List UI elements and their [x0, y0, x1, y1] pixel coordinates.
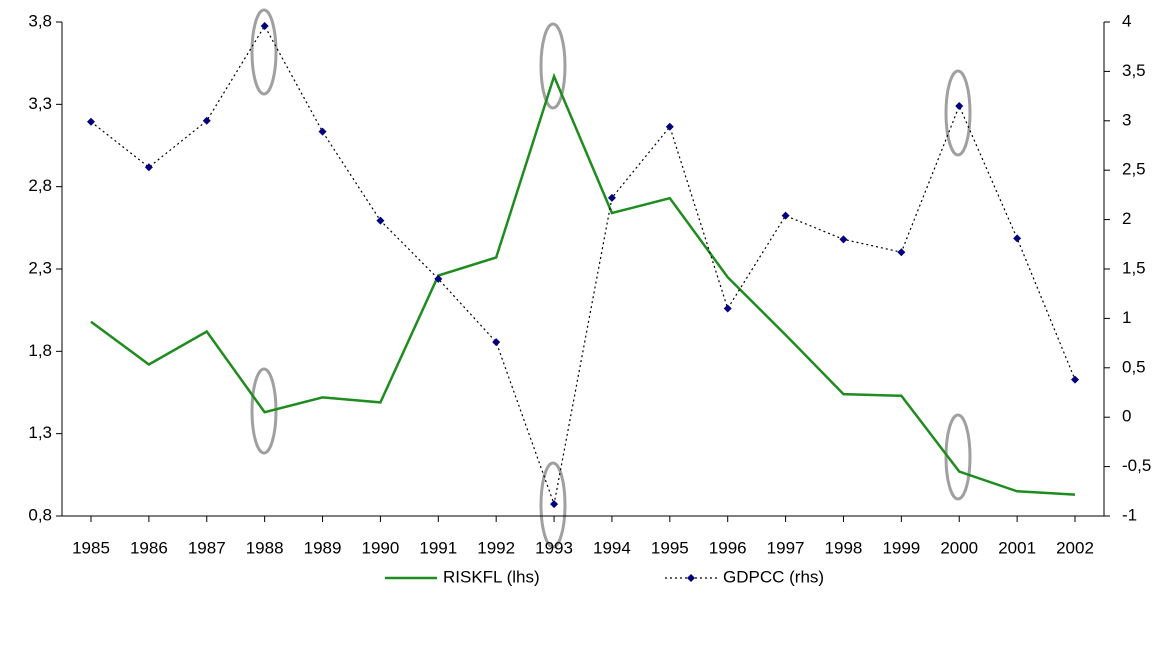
x-tick-label: 1993 [535, 538, 573, 557]
legend-marker [687, 574, 695, 582]
y-tick-label: 2,3 [28, 258, 52, 277]
x-tick-label: 1998 [825, 538, 863, 557]
x-tick-label: 1995 [651, 538, 689, 557]
data-point [955, 101, 964, 110]
x-tick-label: 1987 [188, 538, 226, 557]
data-point [144, 163, 153, 172]
data-point [318, 127, 327, 136]
highlight-oval [944, 69, 972, 157]
data-point [202, 116, 211, 125]
x-tick-label: 2001 [998, 538, 1036, 557]
x-tick-label: 1985 [72, 538, 110, 557]
x-tick-label: 1999 [882, 538, 920, 557]
y2-tick-label: 1,5 [1122, 258, 1146, 277]
y-tick-label: 3,3 [28, 94, 52, 113]
y2-tick-label: 3,5 [1122, 61, 1146, 80]
legend-label: GDPCC (rhs) [723, 567, 824, 586]
y2-tick-label: -0,5 [1122, 456, 1151, 475]
x-tick-label: 1988 [246, 538, 284, 557]
y2-tick-label: 2 [1122, 209, 1131, 228]
x-tick-label: 1986 [130, 538, 168, 557]
y2-tick-label: 2,5 [1122, 160, 1146, 179]
x-tick-label: 1992 [477, 538, 515, 557]
highlight-oval [250, 8, 278, 96]
y2-tick-label: 0,5 [1122, 357, 1146, 376]
data-point [839, 235, 848, 244]
data-point [1071, 375, 1079, 384]
highlight-oval [250, 367, 278, 455]
data-point [87, 117, 95, 126]
y2-tick-label: 1 [1122, 308, 1131, 327]
series-line [90, 24, 1076, 507]
data-point [376, 216, 385, 225]
y2-tick-label: 3 [1122, 110, 1131, 129]
x-tick-label: 2002 [1056, 538, 1094, 557]
highlight-oval [944, 413, 972, 501]
x-tick-label: 1996 [709, 538, 747, 557]
legend-label: RISKFL (lhs) [443, 567, 540, 586]
y-tick-label: 1,8 [28, 341, 52, 360]
highlight-oval [539, 22, 567, 110]
x-tick-label: 2000 [940, 538, 978, 557]
y-tick-label: 0,8 [28, 505, 52, 524]
data-point [260, 21, 269, 30]
data-point [781, 211, 790, 220]
x-tick-label: 1991 [419, 538, 457, 557]
y2-tick-label: -1 [1122, 505, 1137, 524]
data-point [723, 304, 732, 313]
highlight-oval [539, 461, 567, 549]
data-point [665, 122, 674, 131]
x-tick-label: 1997 [767, 538, 805, 557]
y-tick-label: 1,3 [28, 423, 52, 442]
y-tick-label: 2,8 [28, 176, 52, 195]
data-point [550, 500, 559, 509]
y2-tick-label: 4 [1122, 11, 1131, 30]
x-tick-label: 1989 [304, 538, 342, 557]
data-point [492, 338, 501, 347]
x-tick-label: 1994 [593, 538, 631, 557]
series-line [90, 72, 1076, 496]
data-point [1013, 234, 1022, 243]
data-point [434, 274, 443, 283]
data-point [607, 193, 616, 202]
y-tick-label: 3,8 [28, 11, 52, 30]
y2-tick-label: 0 [1122, 407, 1131, 426]
data-point [897, 248, 906, 257]
x-tick-label: 1990 [361, 538, 399, 557]
